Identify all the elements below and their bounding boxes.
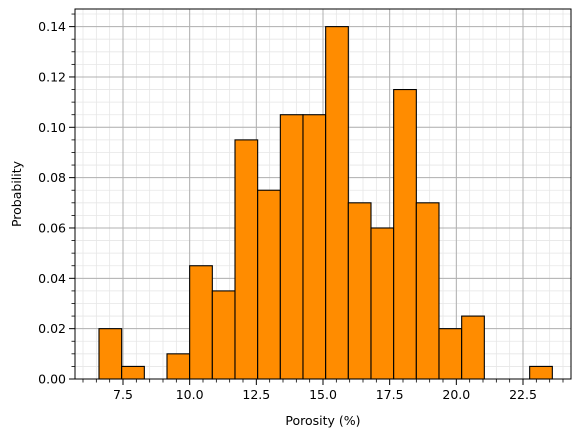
histogram-bar-15 bbox=[439, 329, 462, 379]
y-tick-label: 0.10 bbox=[38, 120, 66, 135]
histogram-bar-3 bbox=[167, 354, 190, 379]
y-tick-label: 0.04 bbox=[38, 271, 66, 286]
histogram-bar-9 bbox=[303, 115, 326, 379]
x-axis-label: Porosity (%) bbox=[285, 413, 360, 428]
histogram-bar-12 bbox=[371, 228, 394, 379]
x-tick-label: 7.5 bbox=[113, 387, 133, 402]
x-tick-label: 12.5 bbox=[242, 387, 270, 402]
histogram-bar-13 bbox=[394, 90, 417, 379]
histogram-bar-8 bbox=[280, 115, 303, 379]
x-tick-label: 15.0 bbox=[309, 387, 337, 402]
y-tick-label: 0.02 bbox=[38, 321, 66, 336]
histogram-bar-11 bbox=[348, 203, 371, 379]
histogram-bar-14 bbox=[416, 203, 439, 379]
histogram-bar-7 bbox=[258, 190, 281, 379]
x-tick-label: 10.0 bbox=[176, 387, 204, 402]
x-tick-label: 20.0 bbox=[442, 387, 470, 402]
x-tick-label: 22.5 bbox=[509, 387, 537, 402]
histogram-bar-0 bbox=[99, 329, 122, 379]
x-tick-label: 17.5 bbox=[376, 387, 404, 402]
histogram-bar-1 bbox=[122, 366, 145, 379]
histogram-bar-16 bbox=[462, 316, 485, 379]
y-tick-label: 0.12 bbox=[38, 69, 66, 84]
y-tick-label: 0.08 bbox=[38, 170, 66, 185]
histogram-bar-10 bbox=[326, 27, 349, 379]
y-tick-label: 0.00 bbox=[38, 372, 66, 387]
y-tick-label: 0.06 bbox=[38, 220, 66, 235]
histogram-bar-4 bbox=[190, 266, 213, 379]
y-tick-label: 0.14 bbox=[38, 19, 66, 34]
y-axis-label: Probability bbox=[9, 160, 24, 227]
histogram-bar-5 bbox=[212, 291, 235, 379]
histogram-bar-6 bbox=[235, 140, 258, 379]
histogram-bar-19 bbox=[530, 366, 553, 379]
